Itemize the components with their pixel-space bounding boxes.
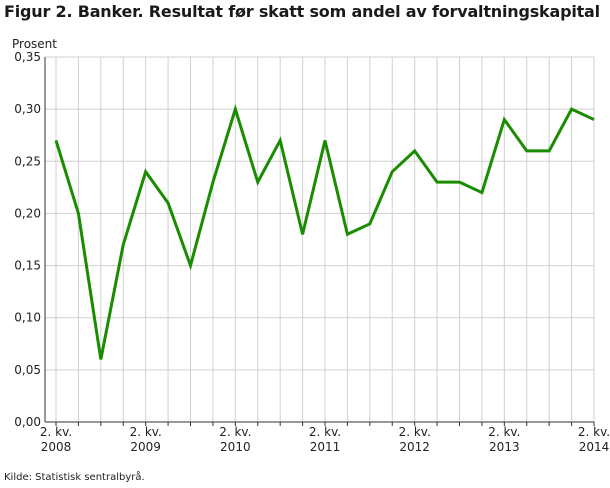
y-tick-label: 0,35 <box>14 50 41 64</box>
y-tick-label: 0,00 <box>14 415 41 429</box>
x-tick-label-quarter: 2. kv. <box>488 425 520 439</box>
x-tick-label-quarter: 2. kv. <box>309 425 341 439</box>
x-tick-label-quarter: 2. kv. <box>399 425 431 439</box>
x-tick-label-quarter: 2. kv. <box>219 425 251 439</box>
x-tick-label-quarter: 2. kv. <box>578 425 610 439</box>
x-tick-label-quarter: 2. kv. <box>40 425 72 439</box>
y-tick-label: 0,20 <box>14 206 41 220</box>
y-axis-unit-label: Prosent <box>12 37 57 51</box>
chart-title: Figur 2. Banker. Resultat før skatt som … <box>4 2 600 21</box>
x-tick-label-year: 2012 <box>399 440 430 454</box>
source-note: Kilde: Statistisk sentralbyrå. <box>4 472 145 483</box>
y-tick-label: 0,30 <box>14 102 41 116</box>
x-tick-label-year: 2010 <box>220 440 251 454</box>
x-tick-label-year: 2013 <box>489 440 520 454</box>
y-tick-label: 0,15 <box>14 259 41 273</box>
x-tick-label-year: 2011 <box>310 440 341 454</box>
x-tick-label-year: 2009 <box>130 440 161 454</box>
y-tick-label: 0,05 <box>14 363 41 377</box>
y-tick-label: 0,25 <box>14 154 41 168</box>
x-tick-label-year: 2014 <box>579 440 610 454</box>
x-tick-label-year: 2008 <box>41 440 72 454</box>
y-tick-label: 0,10 <box>14 311 41 325</box>
x-tick-label-quarter: 2. kv. <box>130 425 162 439</box>
